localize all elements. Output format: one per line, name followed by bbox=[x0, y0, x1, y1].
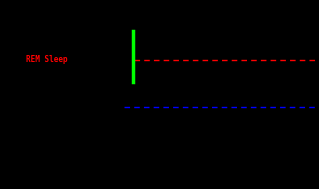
Text: REM Sleep: REM Sleep bbox=[26, 55, 68, 64]
